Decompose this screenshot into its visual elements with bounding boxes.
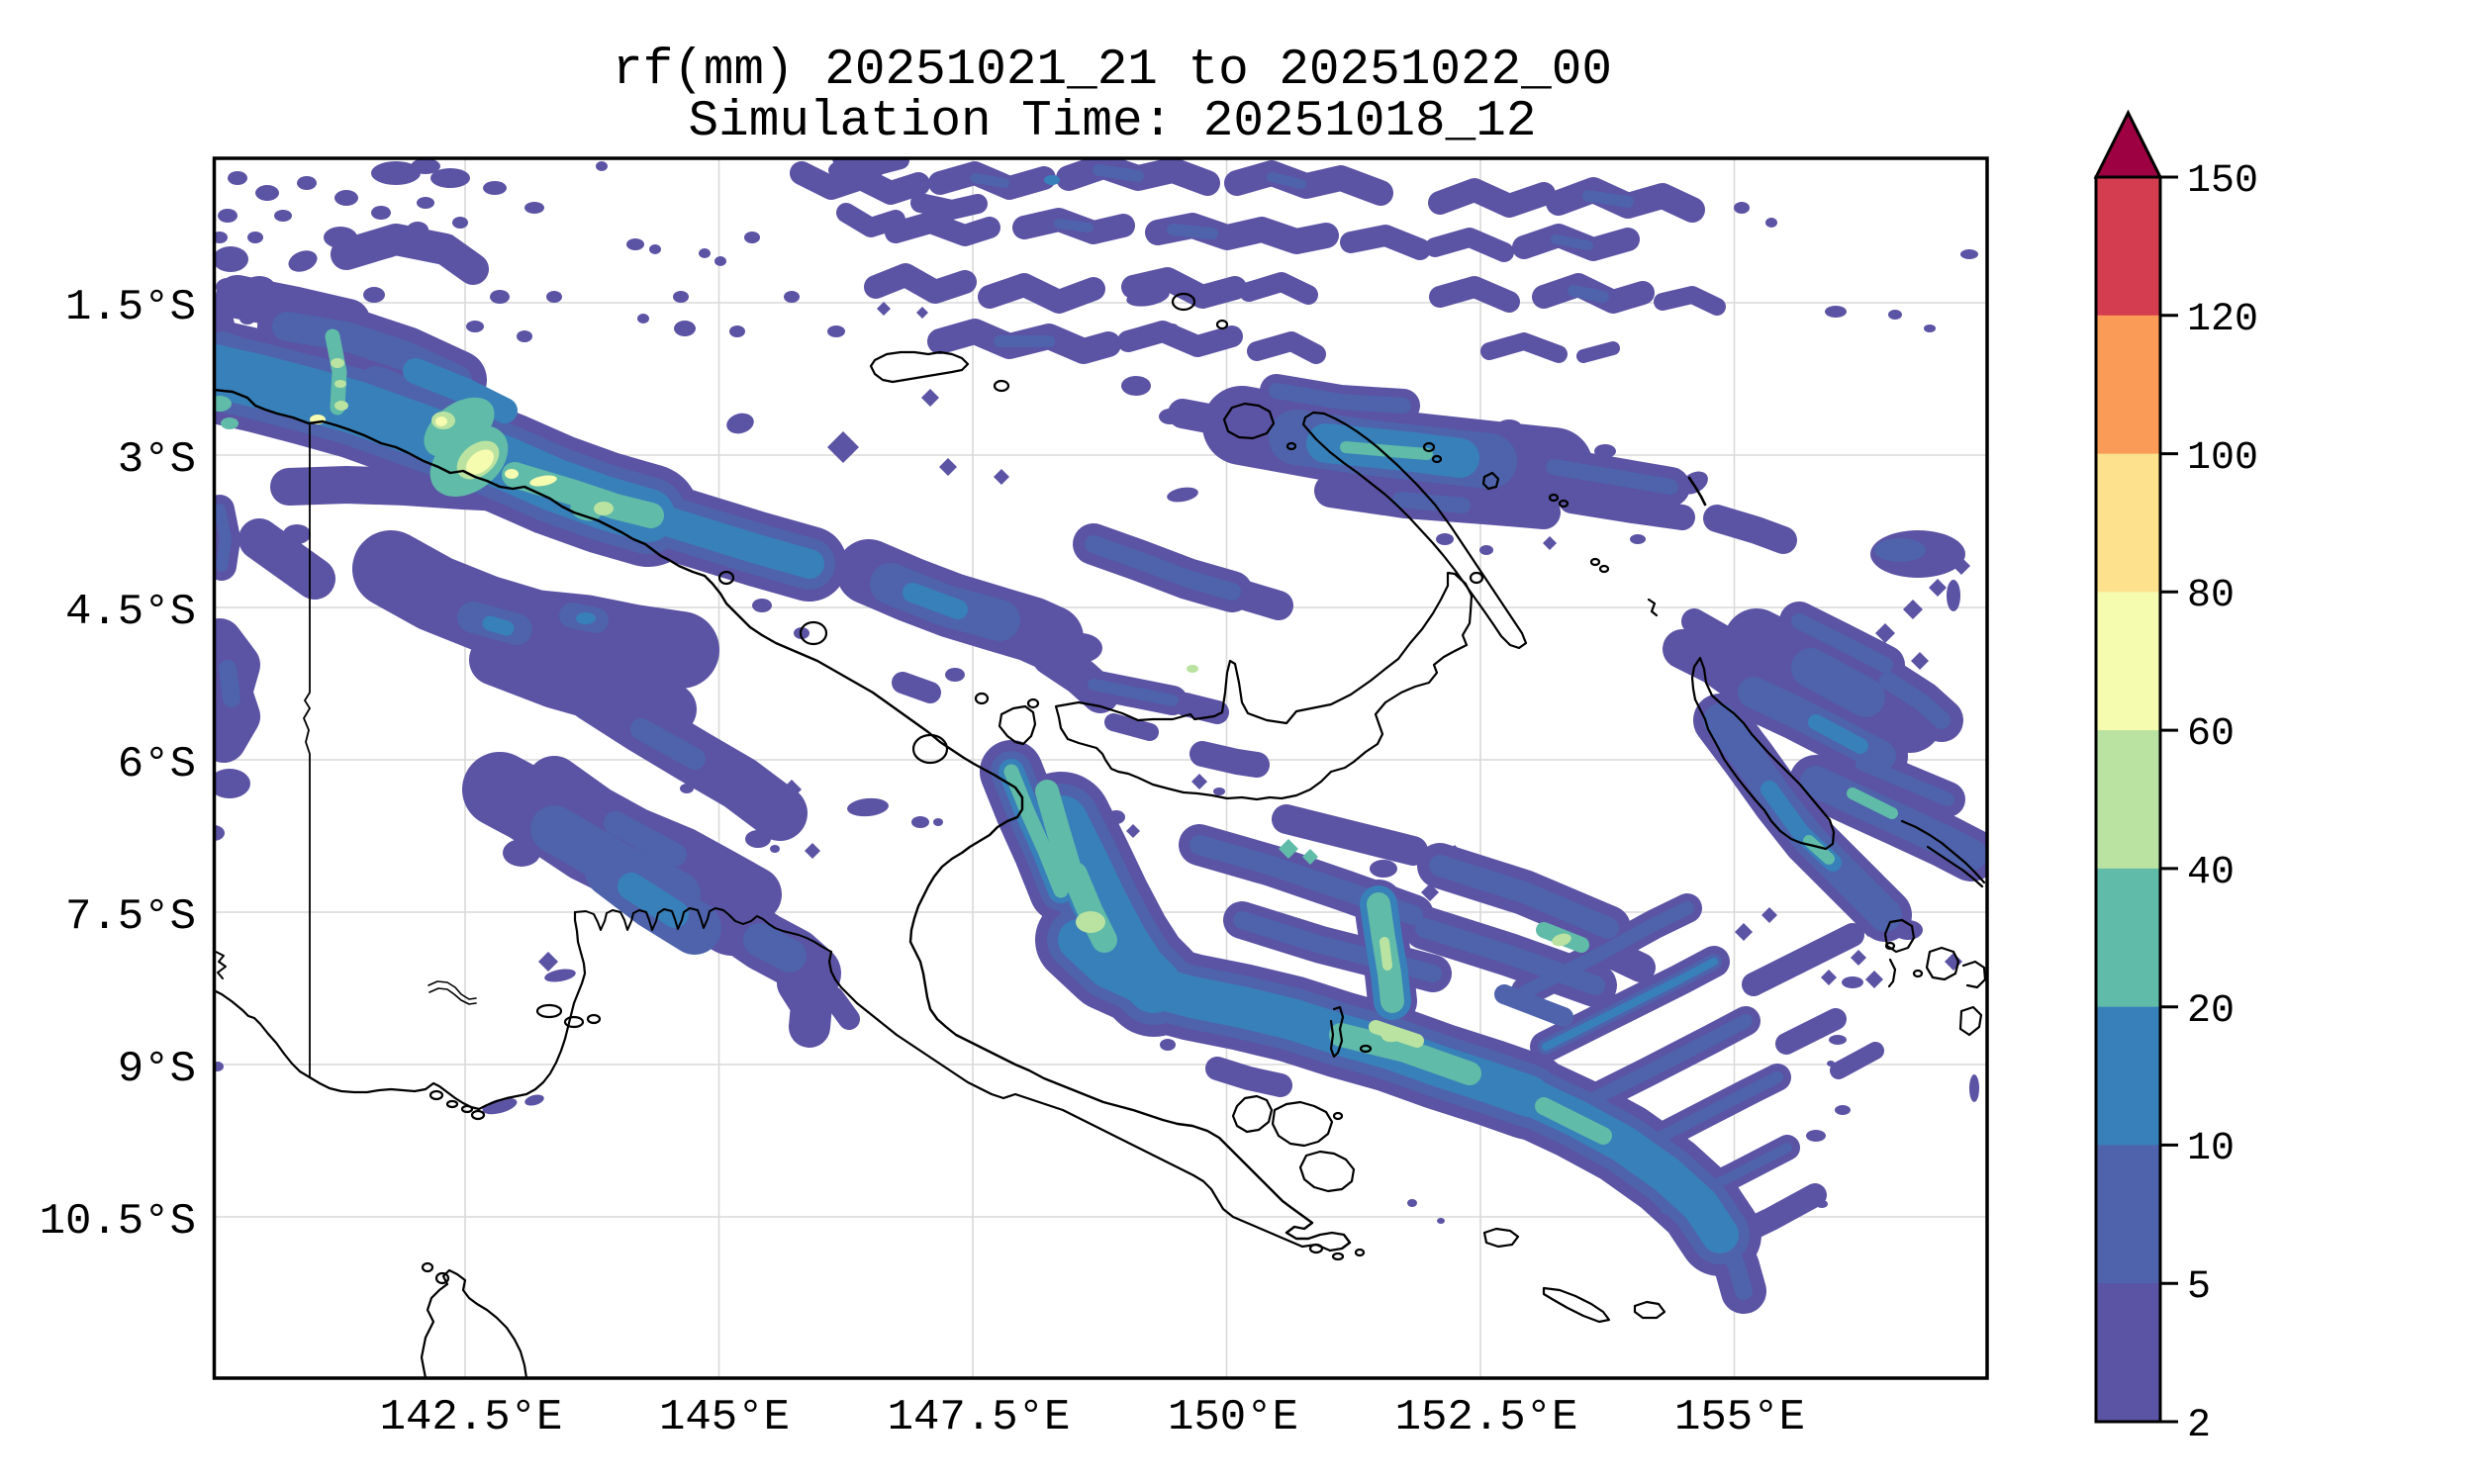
svg-text:150°E: 150°E (1168, 1393, 1298, 1442)
svg-text:80: 80 (2187, 574, 2235, 618)
svg-text:155°E: 155°E (1674, 1393, 1805, 1442)
svg-text:147.5°E: 147.5°E (888, 1393, 1071, 1442)
svg-text:100: 100 (2187, 436, 2258, 481)
svg-text:120: 120 (2187, 298, 2258, 342)
svg-text:2: 2 (2187, 1404, 2211, 1448)
svg-text:1.5°S: 1.5°S (65, 283, 196, 332)
svg-text:10.5°S: 10.5°S (40, 1197, 196, 1247)
svg-text:9°S: 9°S (118, 1045, 196, 1094)
svg-text:20: 20 (2187, 989, 2235, 1034)
svg-text:145°E: 145°E (659, 1393, 790, 1442)
svg-text:3°S: 3°S (118, 435, 196, 485)
svg-text:7.5°S: 7.5°S (65, 892, 196, 942)
svg-text:rf(mm) 20251021_21 to 20251022: rf(mm) 20251021_21 to 20251022_00 (613, 43, 1612, 99)
svg-text:40: 40 (2187, 851, 2235, 895)
svg-text:150: 150 (2187, 159, 2258, 204)
svg-text:Simulation Time: 20251018_12: Simulation Time: 20251018_12 (689, 94, 1537, 150)
svg-text:10: 10 (2187, 1127, 2235, 1171)
svg-text:142.5°E: 142.5°E (380, 1393, 563, 1442)
svg-text:60: 60 (2187, 712, 2235, 757)
svg-text:6°S: 6°S (118, 740, 196, 789)
svg-text:5: 5 (2187, 1265, 2211, 1310)
svg-text:152.5°E: 152.5°E (1395, 1393, 1578, 1442)
svg-text:4.5°S: 4.5°S (65, 588, 196, 637)
